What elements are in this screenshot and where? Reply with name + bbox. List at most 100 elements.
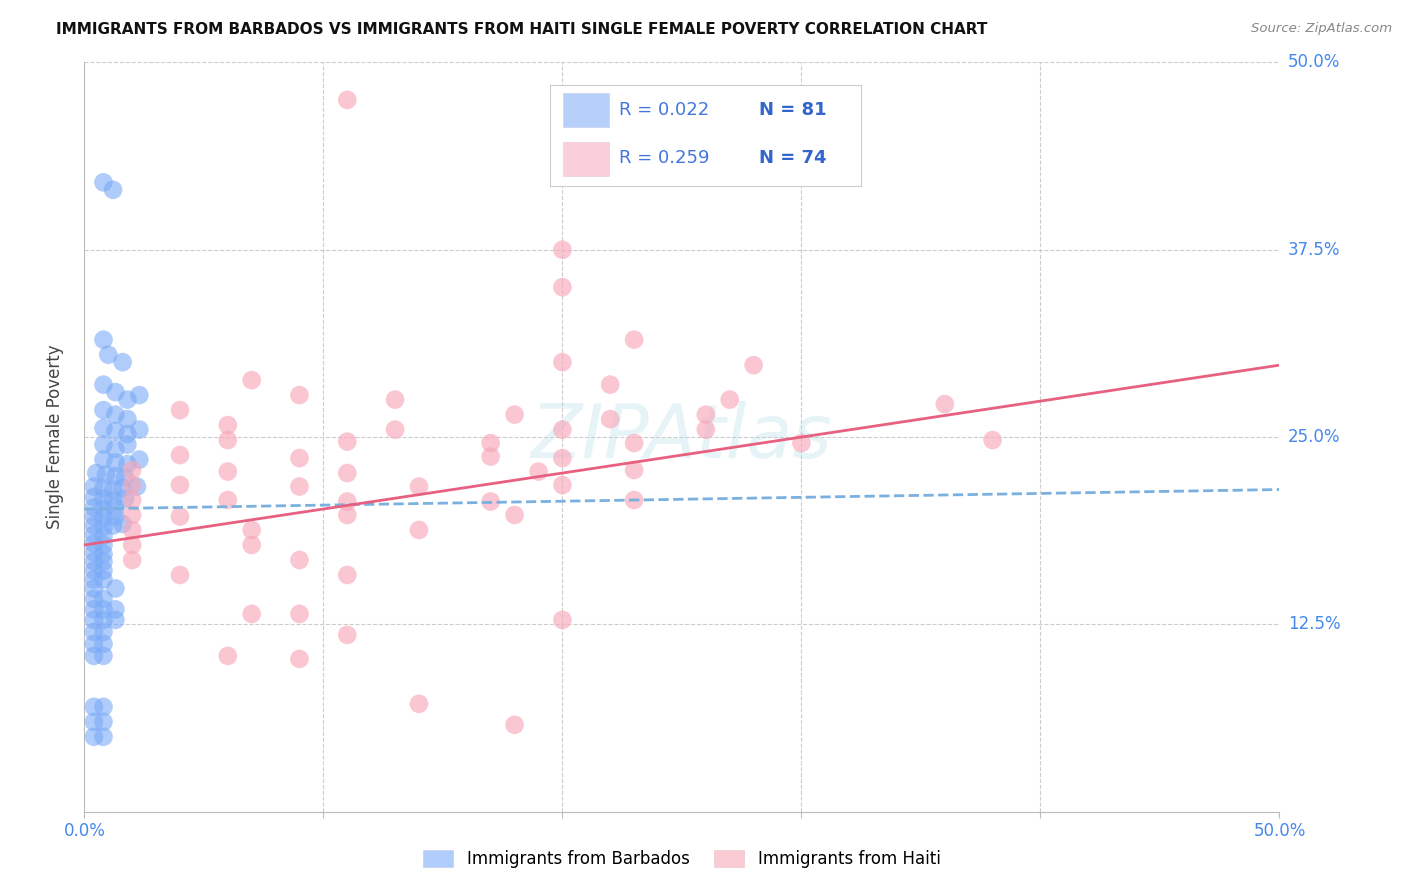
Point [623,436,645,450]
Point [288,607,311,621]
Point [104,408,127,422]
Point [93,547,115,561]
Point [503,508,526,522]
Point [93,591,115,606]
Point [93,648,115,663]
Point [527,465,550,479]
Point [503,718,526,732]
Point [128,423,150,437]
Point [551,478,574,492]
Point [83,564,105,578]
Point [104,442,127,456]
Point [93,437,115,451]
Point [93,602,115,616]
Point [83,699,105,714]
Point [83,591,105,606]
Point [551,423,574,437]
Point [240,538,263,552]
Point [288,479,311,493]
Point [83,637,105,651]
Point [83,479,105,493]
Point [104,602,127,616]
Point [217,418,239,433]
Point [104,385,127,400]
Text: 25.0%: 25.0% [1288,428,1340,446]
Point [83,554,105,568]
Point [169,568,191,582]
Point [718,392,741,407]
Point [121,493,143,508]
Point [101,183,124,197]
Text: ZIPAtlas: ZIPAtlas [531,401,832,473]
Point [104,456,127,470]
Text: Source: ZipAtlas.com: Source: ZipAtlas.com [1251,22,1392,36]
Point [169,478,191,492]
Point [121,523,143,537]
Point [934,397,956,411]
Point [790,436,813,450]
Point [101,493,124,508]
Point [93,481,115,495]
Point [217,493,239,508]
Point [336,466,359,480]
Point [551,243,574,257]
Point [93,613,115,627]
Point [93,564,115,578]
Point [101,483,124,497]
Point [336,568,359,582]
Point [104,582,127,596]
Point [84,466,107,480]
Point [695,423,717,437]
Point [83,602,105,616]
Point [288,652,311,666]
Point [83,545,105,559]
Point [83,573,105,587]
Point [83,490,105,504]
Point [104,509,127,524]
Point [623,333,645,347]
Point [83,536,105,550]
Point [93,529,115,543]
Point [336,628,359,642]
Point [479,436,502,450]
Point [121,538,143,552]
Point [83,613,105,627]
Point [128,388,150,402]
Point [97,348,120,362]
Text: 12.5%: 12.5% [1288,615,1340,633]
Point [111,355,134,369]
Point [93,333,115,347]
Point [695,408,717,422]
Point [104,613,127,627]
Point [104,500,127,515]
Point [93,491,115,506]
Point [336,434,359,449]
Point [83,648,105,663]
Point [104,469,127,483]
Point [83,624,105,639]
Point [114,470,136,484]
Point [93,554,115,568]
Point [169,448,191,462]
Legend: Immigrants from Barbados, Immigrants from Haiti: Immigrants from Barbados, Immigrants fro… [416,843,948,874]
Point [479,494,502,508]
Point [101,518,124,533]
Point [93,624,115,639]
Point [408,523,430,537]
Point [623,463,645,477]
Point [93,714,115,729]
Point [288,553,311,567]
Point [93,175,115,189]
Point [93,699,115,714]
Point [599,377,621,392]
Point [94,467,117,482]
Point [551,355,574,369]
Point [93,377,115,392]
Point [121,478,143,492]
Point [93,637,115,651]
Point [240,373,263,387]
Point [336,494,359,508]
Point [93,452,115,467]
Point [128,452,150,467]
Point [384,423,406,437]
